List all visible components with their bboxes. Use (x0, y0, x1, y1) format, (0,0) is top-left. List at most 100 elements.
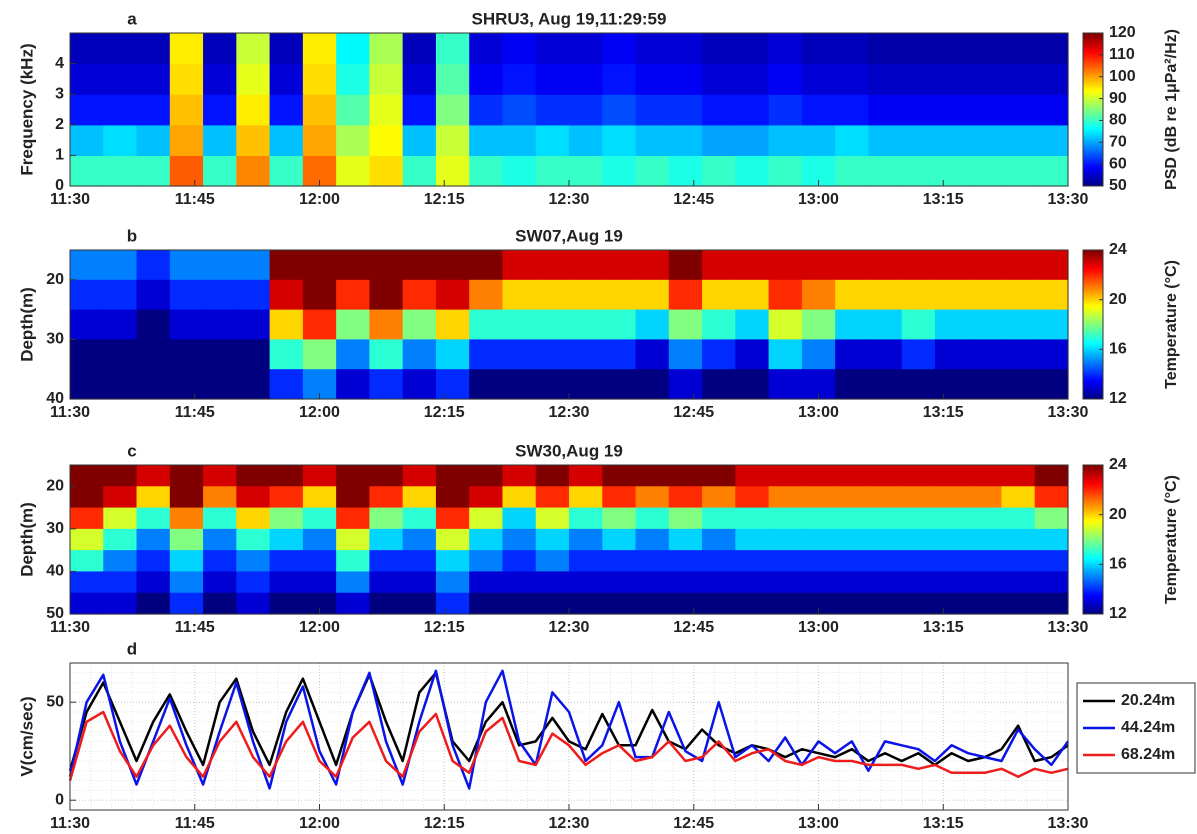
heatmap-cell (635, 339, 670, 370)
heatmap-cell (369, 94, 404, 126)
colorbar-segment (1083, 347, 1103, 351)
heatmap-cell (535, 155, 570, 187)
x-tick-label: 13:00 (798, 191, 839, 208)
colorbar-segment (1083, 164, 1103, 168)
colorbar-segment (1083, 80, 1103, 84)
heatmap-cell (402, 571, 437, 594)
heatmap-cell (968, 592, 1003, 615)
heatmap-cell (369, 124, 404, 156)
colorbar-segment (1083, 126, 1103, 130)
colorbar-segment (1083, 586, 1103, 589)
heatmap-cell (735, 507, 770, 530)
heatmap-cell (302, 528, 337, 551)
x-tick-label: 12:00 (299, 815, 340, 832)
colorbar-segment (1083, 567, 1103, 571)
heatmap-cell (103, 550, 138, 573)
colorbar-segment (1083, 56, 1103, 60)
heatmap-cell (169, 369, 204, 400)
panel-label: b (127, 226, 137, 245)
heatmap-cell (70, 528, 104, 551)
heatmap-cell (1001, 33, 1036, 65)
heatmap-cell (269, 94, 304, 126)
colorbar-segment (1083, 162, 1103, 165)
colorbar-segment (1083, 54, 1103, 58)
heatmap-cell (569, 550, 603, 573)
heatmap-cell (369, 465, 404, 487)
heatmap-cell (169, 592, 204, 615)
heatmap-cell (934, 124, 969, 156)
colorbar-segment (1083, 492, 1103, 496)
heatmap-cell (901, 94, 936, 126)
colorbar-frame (1082, 32, 1104, 187)
heatmap-cell (302, 250, 337, 281)
heatmap-cell (103, 369, 138, 400)
heatmap-cell (336, 486, 370, 509)
data-line (68, 710, 1069, 781)
colorbar-segment (1083, 361, 1103, 365)
colorbar-segment (1083, 392, 1103, 395)
heatmap-cell (901, 279, 936, 311)
heatmap-cell (835, 550, 869, 573)
heatmap-cell (968, 63, 1003, 95)
heatmap-cell (269, 592, 304, 615)
heatmap-cell (901, 339, 936, 370)
colorbar-segment (1083, 476, 1103, 480)
heatmap-cell (801, 528, 836, 551)
heatmap-cell (635, 369, 670, 400)
heatmap-cell (702, 486, 736, 509)
colorbar-segment (1083, 61, 1103, 65)
colorbar-tick-label: 12 (1109, 390, 1127, 407)
heatmap-cell (203, 309, 237, 340)
x-tick-label: 13:30 (1048, 191, 1089, 208)
colorbar-segment (1083, 469, 1103, 473)
colorbar-segment (1083, 142, 1103, 146)
heatmap-cell (868, 33, 903, 65)
y-axis-label: Depth(m) (17, 502, 36, 577)
colorbar-segment (1083, 131, 1103, 134)
heatmap-cell (1001, 465, 1036, 487)
heatmap-cell (535, 309, 570, 340)
heatmap-cell (136, 94, 171, 126)
colorbar-segment (1083, 352, 1103, 356)
colorbar-segment (1083, 537, 1103, 540)
heatmap-cell (1034, 507, 1069, 530)
heatmap-cell (602, 309, 637, 340)
heatmap-cell (569, 124, 603, 156)
heatmap-cell (535, 63, 570, 95)
colorbar-segment (1083, 597, 1103, 601)
heatmap-cell (768, 250, 803, 281)
colorbar-segment (1083, 111, 1103, 115)
heatmap-cell (502, 94, 537, 126)
y-tick-label: 0 (55, 791, 64, 808)
heatmap-cell (269, 369, 304, 400)
heatmap-cell (236, 571, 271, 594)
heatmap-cell (1034, 155, 1069, 187)
heatmap-cell (70, 309, 104, 340)
colorbar-segment (1083, 488, 1103, 492)
colorbar-segment (1083, 254, 1103, 258)
heatmap-cell (1001, 369, 1036, 400)
heatmap-cell (635, 279, 670, 311)
heatmap-cell (203, 592, 237, 615)
heatmap-cell (469, 309, 504, 340)
heatmap-cell (336, 550, 370, 573)
heatmap-cell (502, 309, 537, 340)
y-tick-label: 30 (46, 331, 64, 348)
heatmap-cell (1034, 339, 1069, 370)
heatmap-cell (269, 528, 304, 551)
heatmap-cell (402, 155, 437, 187)
heatmap-cell (369, 550, 404, 573)
heatmap-cell (635, 571, 670, 594)
colorbar-segment (1083, 499, 1103, 503)
heatmap-cell (668, 94, 703, 126)
colorbar-tick-label: 24 (1109, 456, 1127, 473)
heatmap-cell (269, 250, 304, 281)
heatmap-cell (402, 339, 437, 370)
heatmap-cell (535, 465, 570, 487)
colorbar-segment (1083, 590, 1103, 594)
heatmap-cell (70, 369, 104, 400)
colorbar-segment (1083, 611, 1103, 615)
heatmap-cell (1001, 550, 1036, 573)
colorbar-segment (1083, 593, 1103, 596)
colorbar-segment (1083, 296, 1103, 300)
